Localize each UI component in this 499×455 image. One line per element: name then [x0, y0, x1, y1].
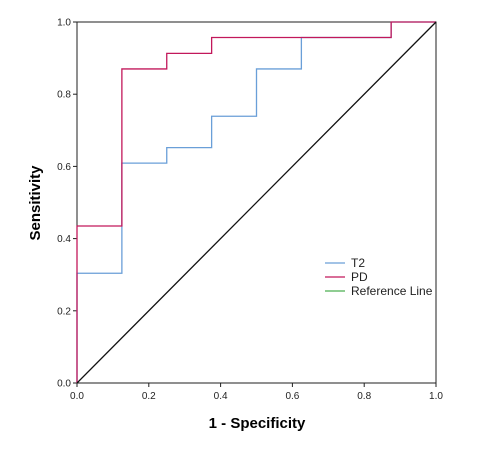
legend-label-pd: PD	[351, 270, 368, 284]
y-tick-label: 0.2	[57, 306, 71, 317]
plot-frame	[76, 21, 437, 384]
x-tick-label: 0.2	[142, 391, 156, 402]
legend-label-t2: T2	[351, 256, 365, 270]
series-line-pd	[76, 21, 436, 383]
x-tick-label: 0.4	[214, 391, 228, 402]
x-axis-title: 1 - Specificity	[209, 415, 306, 432]
y-tick-label: 1.0	[57, 18, 71, 29]
y-tick-label: 0.8	[57, 90, 71, 101]
y-axis-title: Sensitivity	[27, 165, 44, 241]
y-tick-label: 0.6	[57, 162, 71, 173]
legend-label-reference-line: Reference Line	[351, 284, 433, 298]
x-tick-label: 0.6	[285, 391, 299, 402]
series-line-reference-line	[76, 21, 437, 384]
y-tick-label: 0.4	[57, 234, 71, 245]
y-tick-label: 0.0	[57, 379, 71, 390]
x-tick-label: 0.0	[70, 391, 84, 402]
x-tick-label: 0.8	[357, 391, 371, 402]
x-tick-label: 1.0	[429, 391, 443, 402]
